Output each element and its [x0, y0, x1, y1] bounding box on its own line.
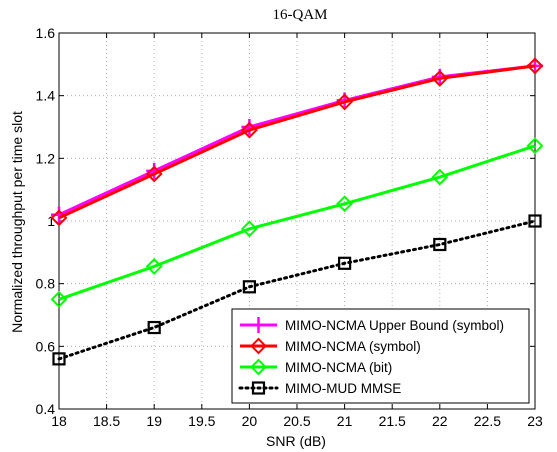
legend-label: MIMO-MUD MMSE: [285, 381, 401, 396]
x-tick-label: 19.5: [188, 413, 215, 429]
data-point: [52, 352, 66, 366]
legend-item: MIMO-NCMA (symbol): [240, 337, 421, 355]
legend-label: MIMO-NCMA Upper Bound (symbol): [285, 318, 504, 333]
x-tick-label: 21.5: [379, 413, 406, 429]
y-axis-label: Normalized throughput per time slot: [9, 111, 25, 333]
data-point: [50, 209, 68, 227]
data-point: [147, 320, 161, 335]
data-point: [240, 220, 258, 238]
legend-marker: [251, 381, 266, 395]
x-tick-label: 18.5: [93, 413, 120, 429]
legend-item: MIMO-MUD MMSE: [238, 381, 401, 396]
legend-marker: [250, 358, 267, 376]
data-point: [145, 165, 163, 183]
data-point: [240, 121, 258, 139]
x-tick-label: 20: [242, 413, 258, 429]
y-tick-label: 0.8: [36, 276, 56, 292]
data-point: [336, 195, 354, 213]
data-point: [433, 237, 447, 252]
legend-marker: [250, 337, 267, 355]
x-tick-label: 22.5: [474, 413, 501, 429]
data-point: [528, 214, 542, 228]
legend-label: MIMO-NCMA (bit): [285, 360, 392, 375]
chart-title: 16-QAM: [273, 7, 328, 23]
data-point: [336, 93, 354, 111]
x-tick-label: 21: [337, 413, 353, 429]
data-point: [526, 137, 544, 155]
series-line: [58, 144, 536, 301]
data-point: [431, 168, 449, 186]
x-tick-label: 18: [51, 413, 67, 429]
x-tick-label: 19: [146, 413, 162, 429]
y-tick-label: 1.6: [36, 25, 56, 41]
series-line: [57, 219, 537, 361]
series-layer: [50, 57, 544, 366]
axis-ticks: 18 18.5 19 19.5 20 20.5 21 21.5 22 22.5 23 0.4 0.6 0.…: [36, 25, 543, 429]
series-2: [50, 137, 544, 308]
x-tick-label: 22: [432, 413, 448, 429]
data-point: [50, 290, 68, 308]
x-tick-label: 20.5: [283, 413, 310, 429]
y-tick-label: 1.4: [36, 88, 56, 104]
legend-box: [231, 308, 530, 404]
data-point: [338, 256, 352, 270]
legend-item: MIMO-NCMA (bit): [240, 358, 392, 376]
legend-item: MIMO-NCMA Upper Bound (symbol): [240, 317, 504, 333]
legend-marker: [250, 317, 267, 333]
data-point: [145, 258, 163, 275]
y-tick-label: 1.2: [36, 150, 56, 166]
legend-label: MIMO-NCMA (symbol): [285, 339, 421, 354]
series-0: [51, 57, 543, 223]
y-tick-label: 0.6: [36, 338, 56, 354]
x-tick-label: 23: [527, 413, 543, 429]
y-tick-label: 1: [47, 213, 55, 229]
y-tick-label: 0.4: [36, 401, 56, 417]
legend: MIMO-NCMA Upper Bound (symbol) MIMO-NCMA …: [231, 308, 530, 404]
x-axis-label: SNR (dB): [266, 433, 326, 449]
series-line: [58, 64, 536, 217]
data-point: [431, 70, 449, 87]
data-point: [526, 57, 544, 75]
series-3: [52, 214, 542, 366]
series-line: [58, 64, 536, 220]
data-point: [242, 280, 256, 294]
series-1: [50, 57, 544, 227]
